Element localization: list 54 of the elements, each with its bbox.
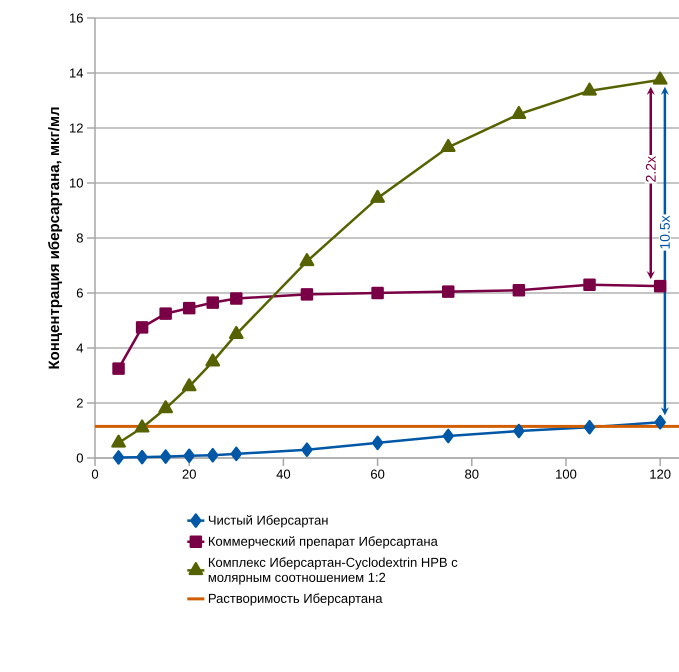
point xyxy=(300,253,314,266)
legend-label: Коммерческий препарат Иберсартана xyxy=(208,536,438,548)
point xyxy=(136,450,148,464)
point xyxy=(206,296,219,309)
point xyxy=(160,449,172,464)
y-tick-label: 14 xyxy=(70,68,84,78)
point xyxy=(512,284,526,296)
point xyxy=(230,292,243,305)
point xyxy=(206,448,218,462)
point xyxy=(112,450,124,465)
point xyxy=(442,428,454,444)
point xyxy=(654,415,666,430)
y-tick-label: 12 xyxy=(70,123,83,133)
legend-label: Растворимость Иберсартана xyxy=(208,593,382,606)
point xyxy=(112,362,125,375)
point xyxy=(159,307,172,320)
point xyxy=(512,106,526,119)
legend-label: Комплекс Иберсартан-Cyclodextrin HPB с молярным соотношением 1:2 xyxy=(208,557,458,585)
legend-label: Чистый Иберсартан xyxy=(208,515,328,528)
point xyxy=(300,288,314,301)
x-tick-label: 0 xyxy=(92,470,98,479)
x-tick-label: 60 xyxy=(371,470,384,479)
point xyxy=(372,436,384,450)
y-tick-label: 0 xyxy=(76,453,83,463)
point xyxy=(230,446,242,462)
point xyxy=(183,448,195,464)
x-tick-label: 100 xyxy=(556,470,576,479)
y-axis-title: Концентрация иберсартана, мкг/мл xyxy=(48,107,62,369)
x-tick-label: 80 xyxy=(465,470,479,479)
point xyxy=(182,302,196,314)
y-tick-label: 6 xyxy=(76,288,83,298)
x-tick-label: 20 xyxy=(182,470,196,479)
y-tick-label: 10 xyxy=(70,178,83,188)
point xyxy=(582,82,597,96)
point xyxy=(652,72,668,85)
y-tick-label: 2 xyxy=(76,398,83,408)
point xyxy=(442,285,454,298)
point xyxy=(583,278,596,291)
x-tick-label: 120 xyxy=(650,470,671,479)
point xyxy=(371,286,384,300)
point xyxy=(513,424,525,438)
x-tick-label: 40 xyxy=(276,470,290,479)
point xyxy=(370,190,385,203)
annotation: 10.5x xyxy=(660,216,670,249)
point xyxy=(301,442,313,457)
y-tick-label: 8 xyxy=(76,233,83,243)
annotation: 2.2x xyxy=(646,156,656,182)
point xyxy=(654,280,666,292)
point xyxy=(584,420,596,434)
y-tick-label: 16 xyxy=(70,13,83,23)
point xyxy=(228,326,244,339)
point xyxy=(136,321,148,334)
point xyxy=(440,138,456,152)
y-tick-label: 4 xyxy=(76,344,84,352)
